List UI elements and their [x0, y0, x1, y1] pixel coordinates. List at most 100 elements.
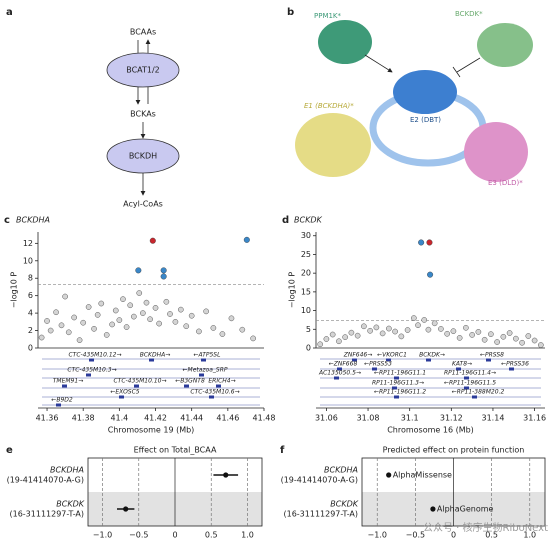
x-tick-label: 31.14: [482, 414, 505, 423]
gene-label: ←B9D2: [51, 397, 73, 404]
snp-point: [116, 317, 123, 323]
protein-e2: [393, 70, 457, 114]
snp-point: [354, 332, 361, 339]
protein-label: PPM1K*: [314, 12, 342, 20]
x-axis-label: Chromosome 16 (Mb): [387, 426, 474, 435]
snp-point: [127, 302, 134, 309]
x-tick-label: 0: [451, 531, 456, 540]
snp-point: [329, 331, 336, 338]
snp-point: [456, 335, 463, 341]
snp-point: [53, 309, 59, 316]
snp-point: [444, 330, 451, 337]
gene-label: ←Metazoa_SRP: [182, 367, 227, 374]
y-axis-label: −log10 P: [10, 272, 19, 309]
snp-point: [404, 327, 411, 333]
protein-label: BCKDK*: [455, 10, 483, 18]
snp-point: [58, 322, 65, 329]
gene-exon: [509, 367, 514, 371]
gene-exon: [334, 376, 339, 380]
snp-point: [62, 293, 68, 300]
snp-point: [47, 327, 54, 334]
snp-point: [525, 333, 532, 339]
gene-label: ←PRSS53: [364, 361, 392, 368]
gene-label: CTC-435M10.6→: [190, 389, 239, 396]
snp-point: [431, 320, 438, 327]
x-tick-label: 41.42: [144, 414, 167, 423]
effect-point: [430, 506, 436, 512]
snp-point: [463, 324, 469, 331]
x-tick-label: 41.46: [216, 414, 239, 423]
protein-label: E3 (DLD)*: [488, 179, 523, 187]
y-tick-label: 25: [301, 250, 311, 259]
snp-point: [469, 332, 475, 338]
effect-point: [386, 472, 392, 478]
snp-point: [488, 331, 494, 338]
gene-exon: [392, 386, 397, 390]
snp-point: [109, 321, 115, 328]
gene-exon: [184, 384, 189, 388]
node-text: Acyl-CoAs: [123, 200, 163, 209]
gene-exon: [394, 395, 399, 399]
snp-point: [71, 314, 78, 321]
snp-point: [250, 335, 257, 342]
snp-point: [167, 311, 173, 317]
gene-exon: [337, 367, 342, 371]
snp-point: [120, 296, 126, 303]
snp-point: [392, 328, 398, 335]
snp-point: [130, 313, 137, 320]
snp-point: [210, 325, 217, 331]
snp-point: [196, 328, 202, 335]
lead-snp: [243, 236, 250, 243]
snp-point: [143, 299, 150, 306]
gene-label: BCKDHA→: [140, 352, 171, 359]
category-label: BCKDK: [330, 500, 358, 509]
snp-point: [219, 331, 226, 337]
snp-point: [450, 328, 457, 335]
snp-point: [481, 336, 488, 343]
x-tick-label: 41.4: [110, 414, 128, 423]
gene-label: CTC-435M10.3→: [67, 367, 116, 374]
protein-label: E2 (DBT): [410, 116, 441, 124]
gene-label: ←B3GNT8: [175, 378, 205, 385]
x-tick-label: 41.44: [180, 414, 203, 423]
gene-label: TMEM91→: [53, 378, 83, 385]
enzyme-node: [106, 52, 180, 88]
panel-label: c: [4, 215, 10, 226]
snp-point: [65, 329, 72, 336]
category-label: BCKDHA: [50, 466, 84, 475]
x-tick-label: 41.36: [36, 414, 59, 423]
panel-label: f: [280, 445, 285, 456]
snp-point: [239, 326, 246, 333]
y-tick-label: 8: [28, 274, 33, 283]
snp-point: [537, 342, 544, 348]
gene-label: RP11-196G11.3→: [372, 380, 424, 387]
snp-point: [85, 304, 92, 310]
lead-snp: [426, 239, 433, 246]
effect-point: [223, 472, 229, 478]
y-tick-label: 15: [301, 287, 311, 296]
gene-label: ←PRSS8: [480, 352, 504, 359]
snp-point: [317, 341, 324, 348]
gene-label: ←RP11-196G11.1: [374, 370, 426, 377]
snp-point: [76, 337, 83, 344]
lead-snp: [427, 271, 434, 278]
x-tick-label: 31.06: [315, 414, 338, 423]
y-tick-label: 2: [28, 326, 33, 335]
node-text: BCAT1/2: [126, 66, 160, 75]
gene-exon: [56, 403, 61, 407]
gene-exon: [486, 358, 491, 362]
protein-ppm1k: [318, 20, 372, 64]
snp-point: [519, 339, 525, 346]
snp-point: [203, 308, 209, 315]
snp-point: [147, 316, 153, 323]
snp-point: [103, 332, 110, 338]
node-text: BCKAs: [130, 110, 156, 119]
snp-point: [98, 300, 105, 307]
gene-label: RP11-196G11.4→: [444, 370, 496, 377]
x-tick-label: 1.0: [523, 531, 536, 540]
chart-title: Effect on Total_BCAA: [134, 446, 217, 455]
panel-label: a: [6, 7, 13, 18]
x-tick-label: −1.0: [368, 531, 387, 540]
snp-point: [156, 320, 162, 327]
